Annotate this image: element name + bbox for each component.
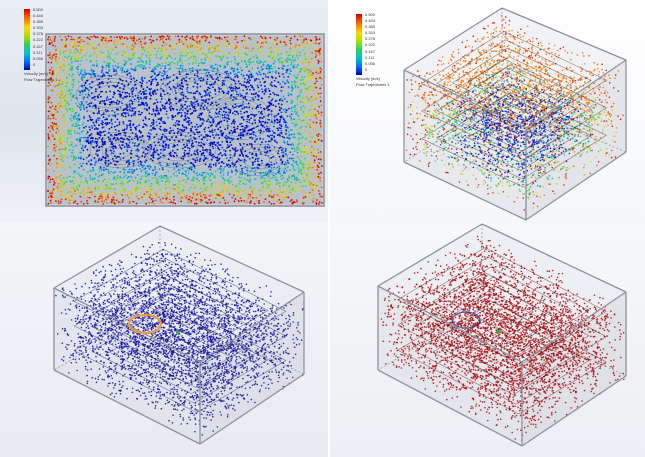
legend-tick: 0.333: [365, 30, 376, 36]
legend-ticks: 0.500 0.444 0.389 0.333 0.278 0.222 0.16…: [365, 12, 375, 73]
legend-tick: 0.389: [365, 24, 376, 30]
legend-tick: 0: [365, 66, 368, 72]
highlight-ring: [128, 314, 162, 334]
trajectory-cloud: [377, 223, 627, 447]
isometric-flow-render: [403, 7, 627, 221]
legend-tick: 0: [33, 61, 36, 67]
legend-tick: 0.333: [33, 25, 44, 31]
blue-trajectory-panel: [0, 222, 328, 457]
isometric-flow-panel: 0.500 0.444 0.389 0.333 0.278 0.222 0.16…: [330, 0, 645, 222]
legend-tick: 0.278: [33, 31, 44, 37]
trajectory-cloud: [53, 225, 305, 445]
legend-tick: 0.444: [365, 18, 376, 24]
velocity-legend: 0.500 0.444 0.389 0.333 0.278 0.222 0.16…: [24, 7, 64, 84]
legend-tick: 0.111: [33, 49, 43, 55]
legend-tick: 0.167: [365, 48, 376, 54]
red-trajectory-render: [377, 223, 627, 447]
legend-tick: 0.444: [33, 13, 44, 19]
legend-tick: 0.278: [365, 36, 376, 42]
trajectory-cloud: [403, 7, 627, 221]
blue-trajectory-render: [53, 225, 305, 445]
legend-tick: 0.056: [33, 55, 44, 61]
top-view-flow-render: [45, 33, 325, 207]
legend-plot-name: Flow Trajectories 1: [24, 77, 58, 82]
legend-parameter: Velocity [m/s]: [356, 76, 380, 81]
trajectory-cloud: [45, 33, 325, 207]
legend-tick: 0.389: [33, 19, 44, 25]
highlight-ring: [451, 311, 481, 329]
legend-max: 0.500: [33, 7, 44, 12]
color-scale-bar: [24, 9, 30, 70]
legend-ticks: 0.500 0.444 0.389 0.333 0.278 0.222 0.16…: [33, 7, 43, 68]
color-scale-bar: [356, 14, 362, 75]
velocity-legend: 0.500 0.444 0.389 0.333 0.278 0.222 0.16…: [356, 12, 396, 89]
legend-tick: 0.111: [365, 54, 375, 60]
legend-tick: 0.222: [365, 42, 376, 48]
origin-marker: [496, 330, 500, 334]
legend-max: 0.500: [365, 12, 376, 17]
red-trajectory-panel: [330, 222, 645, 457]
origin-marker: [176, 330, 180, 334]
top-view-flow-panel: 0.500 0.444 0.389 0.333 0.278 0.222 0.16…: [0, 0, 328, 222]
legend-plot-name: Flow Trajectories 1: [356, 82, 390, 87]
legend-tick: 0.056: [365, 60, 376, 66]
legend-tick: 0.222: [33, 37, 44, 43]
legend-parameter: Velocity [m/s]: [24, 71, 48, 76]
legend-tick: 0.167: [33, 43, 44, 49]
